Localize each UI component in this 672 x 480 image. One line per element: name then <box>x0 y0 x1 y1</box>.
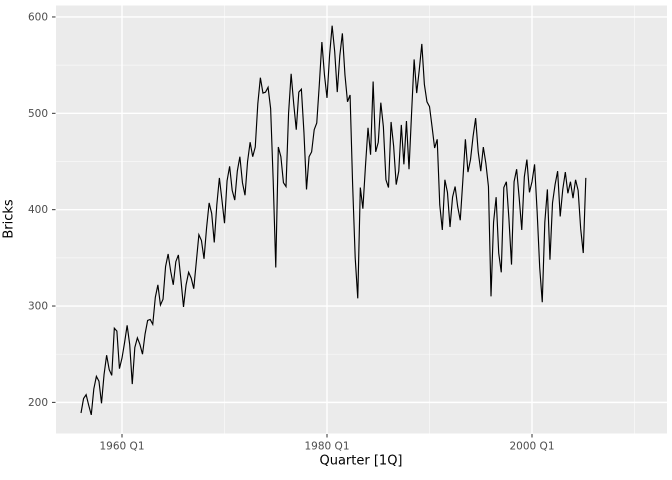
y-tick-label: 500 <box>28 108 48 120</box>
y-axis-title: Bricks <box>1 199 17 239</box>
x-axis-title: Quarter [1Q] <box>319 453 403 469</box>
y-tick-label: 300 <box>28 301 48 313</box>
y-tick-label: 200 <box>28 397 48 409</box>
x-tick-label: 1960 Q1 <box>100 441 145 453</box>
x-tick-label: 2000 Q1 <box>510 441 555 453</box>
data-line-bricks <box>80 25 587 416</box>
y-tick-label: 400 <box>28 204 48 216</box>
x-tick-label: 1980 Q1 <box>305 441 350 453</box>
y-tick-label: 600 <box>28 11 48 23</box>
plot-panel <box>56 5 667 434</box>
